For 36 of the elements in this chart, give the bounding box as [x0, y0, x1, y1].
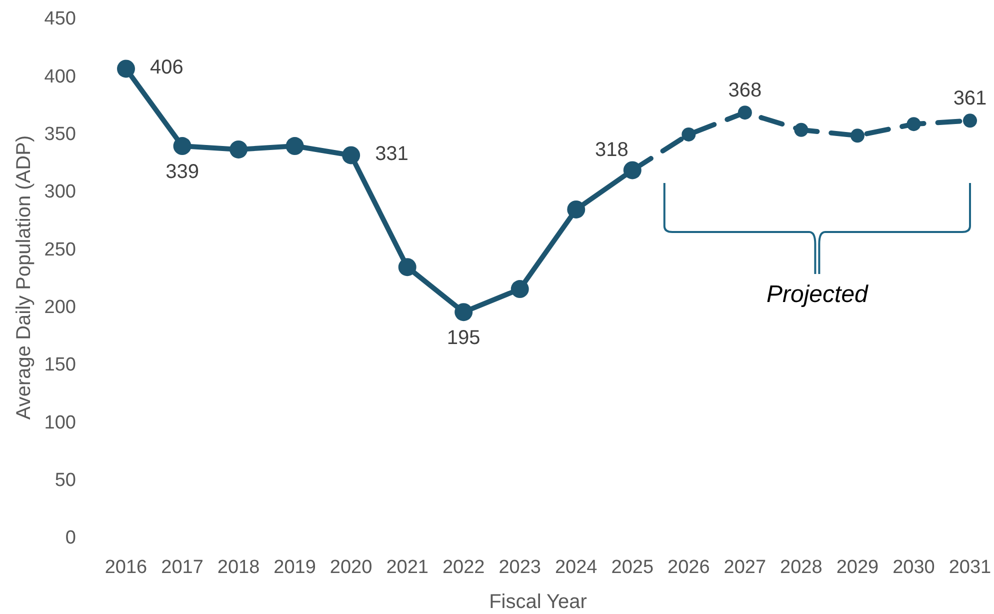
x-tick-label: 2017	[161, 557, 204, 578]
data-label: 368	[728, 80, 762, 102]
annotation: Projected	[766, 281, 869, 308]
x-axis-title: Fiscal Year	[489, 591, 588, 613]
y-tick-label: 450	[44, 8, 76, 30]
x-tick-label: 2031	[948, 557, 992, 578]
x-tick-label: 2025	[611, 557, 654, 578]
x-tick-label: 2022	[442, 557, 485, 578]
data-label: 331	[375, 143, 408, 166]
x-tick-label: 2027	[724, 557, 766, 578]
x-tick-label: 2021	[386, 557, 428, 578]
x-tick-label: 2020	[330, 557, 372, 578]
x-tick-label: 2028	[780, 557, 822, 578]
y-tick-label: 250	[44, 239, 76, 260]
x-tick-label: 2016	[104, 557, 148, 578]
x-tick-label: 2023	[498, 557, 542, 578]
y-axis-title: Average Daily Population (ADP)	[13, 135, 35, 420]
y-tick-label: 150	[44, 354, 76, 376]
data-label: 406	[150, 56, 184, 79]
x-tick-label: 2030	[892, 557, 935, 578]
y-tick-label: 200	[44, 296, 76, 318]
x-tick-label: 2024	[554, 557, 598, 578]
y-tick-label: 0	[65, 528, 76, 549]
y-tick-label: 350	[44, 124, 76, 145]
data-label: 318	[595, 139, 628, 162]
data-label: 339	[166, 161, 199, 184]
y-tick-label: 400	[44, 66, 76, 88]
x-tick-label: 2018	[217, 557, 260, 578]
x-tick-label: 2029	[836, 557, 879, 578]
data-label: 361	[953, 88, 987, 110]
y-tick-label: 300	[44, 182, 76, 203]
x-tick-label: 2019	[274, 557, 316, 578]
y-tick-label: 50	[54, 470, 76, 491]
y-tick-label: 100	[44, 412, 76, 434]
data-label: 195	[446, 327, 480, 350]
x-tick-label: 2026	[668, 557, 710, 578]
